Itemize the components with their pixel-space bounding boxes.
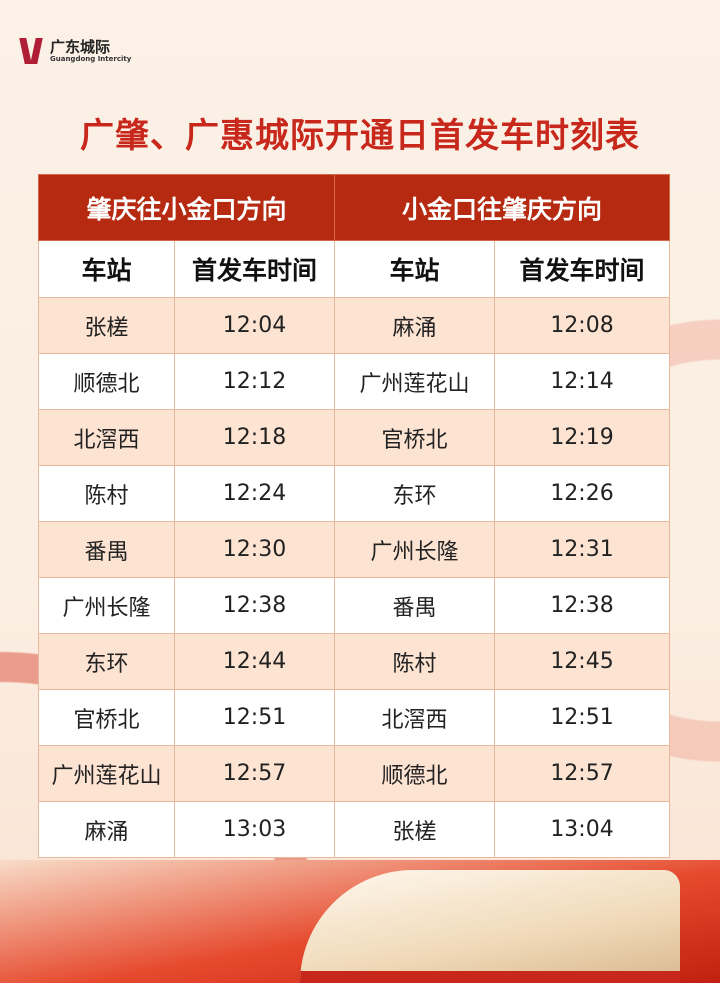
train-image xyxy=(300,870,680,983)
station-name: 北滘西 xyxy=(38,409,175,466)
page-title: 广肇、广惠城际开通日首发车时刻表 xyxy=(80,116,640,156)
station-name: 张槎 xyxy=(334,801,496,858)
table-row: 北滘西 12:18 官桥北 12:19 xyxy=(38,409,671,466)
logo: 广东城际 Guangdong Intercity xyxy=(20,38,131,64)
departure-time: 12:30 xyxy=(173,521,336,578)
departure-time: 12:12 xyxy=(173,353,336,410)
departure-time: 12:04 xyxy=(173,297,336,354)
departure-time: 12:26 xyxy=(494,465,671,522)
departure-time: 13:03 xyxy=(173,801,336,858)
station-name: 东环 xyxy=(38,633,175,690)
station-name: 顺德北 xyxy=(334,745,496,802)
departure-time: 12:44 xyxy=(173,633,336,690)
station-name: 张槎 xyxy=(38,297,175,354)
table-row: 麻涌 13:03 张槎 13:04 xyxy=(38,801,671,858)
table-row: 番禺 12:30 广州长隆 12:31 xyxy=(38,521,671,578)
station-name: 陈村 xyxy=(334,633,496,690)
column-header: 首发车时间 xyxy=(173,240,336,298)
station-name: 官桥北 xyxy=(334,409,496,466)
station-name: 陈村 xyxy=(38,465,175,522)
table-row: 广州莲花山 12:57 顺德北 12:57 xyxy=(38,745,671,802)
departure-time: 12:24 xyxy=(173,465,336,522)
station-name: 官桥北 xyxy=(38,689,175,746)
departure-time: 12:57 xyxy=(173,745,336,802)
column-header: 车站 xyxy=(38,240,175,298)
station-name: 广州长隆 xyxy=(38,577,175,634)
departure-time: 12:31 xyxy=(494,521,671,578)
column-header: 首发车时间 xyxy=(494,240,671,298)
timetable: 肇庆往小金口方向 小金口往肇庆方向 车站 首发车时间 车站 首发车时间 张槎 12… xyxy=(37,174,671,858)
station-name: 东环 xyxy=(334,465,496,522)
departure-time: 12:08 xyxy=(494,297,671,354)
departure-time: 12:14 xyxy=(494,353,671,410)
table-row: 广州长隆 12:38 番禺 12:38 xyxy=(38,577,671,634)
logo-name-en: Guangdong Intercity xyxy=(50,55,132,63)
table-row: 顺德北 12:12 广州莲花山 12:14 xyxy=(38,353,671,410)
direction-header: 肇庆往小金口方向 xyxy=(37,174,336,241)
station-name: 广州莲花山 xyxy=(38,745,175,802)
table-row: 东环 12:44 陈村 12:45 xyxy=(38,633,671,690)
departure-time: 12:38 xyxy=(494,577,671,634)
table-row: 陈村 12:24 东环 12:26 xyxy=(38,465,671,522)
station-name: 番禺 xyxy=(38,521,175,578)
logo-mark-icon xyxy=(20,38,42,64)
departure-time: 12:57 xyxy=(494,745,671,802)
station-name: 顺德北 xyxy=(38,353,175,410)
table-row: 张槎 12:04 麻涌 12:08 xyxy=(38,297,671,354)
logo-name-cn: 广东城际 xyxy=(50,38,111,56)
station-name: 麻涌 xyxy=(334,297,496,354)
departure-time: 12:38 xyxy=(173,577,336,634)
station-name: 广州莲花山 xyxy=(334,353,496,410)
departure-time: 12:19 xyxy=(494,409,671,466)
departure-time: 13:04 xyxy=(494,801,671,858)
station-name: 番禺 xyxy=(334,577,496,634)
column-header: 车站 xyxy=(334,240,496,298)
table-row: 官桥北 12:51 北滘西 12:51 xyxy=(38,689,671,746)
station-name: 北滘西 xyxy=(334,689,496,746)
departure-time: 12:51 xyxy=(494,689,671,746)
direction-header: 小金口往肇庆方向 xyxy=(334,174,671,241)
station-name: 广州长隆 xyxy=(334,521,496,578)
departure-time: 12:18 xyxy=(173,409,336,466)
departure-time: 12:51 xyxy=(173,689,336,746)
station-name: 麻涌 xyxy=(38,801,175,858)
departure-time: 12:45 xyxy=(494,633,671,690)
